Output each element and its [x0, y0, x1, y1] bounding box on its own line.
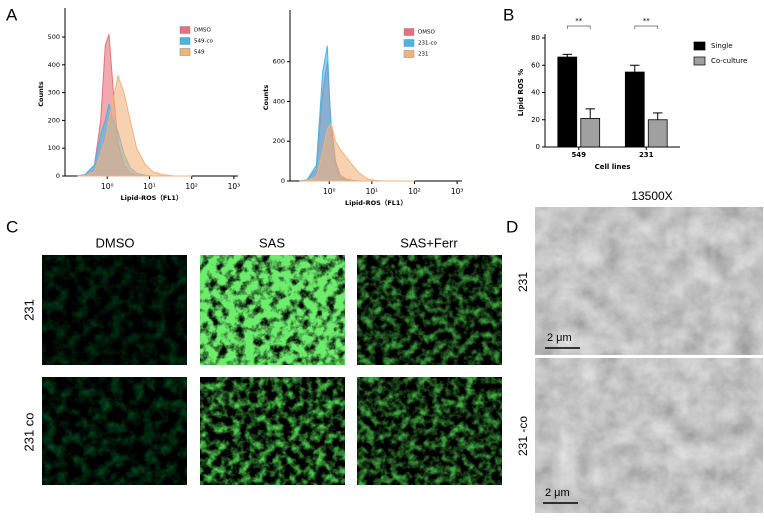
- x-axis-label: Lipid-ROS（FL1）: [345, 199, 407, 207]
- y-tick-label: 0: [536, 143, 540, 151]
- panel-label: B: [503, 5, 514, 24]
- em-image: [535, 358, 763, 513]
- y-tick-label: 600: [273, 58, 285, 66]
- legend-label: DMSO: [194, 28, 211, 34]
- image-texture: [357, 377, 502, 485]
- legend-swatch: [179, 48, 191, 56]
- legend-swatch: [403, 50, 415, 58]
- y-tick-label: 0: [281, 177, 285, 185]
- legend-swatch: [693, 41, 706, 51]
- legend-label: 549: [194, 50, 205, 56]
- y-axis-label: Counts: [262, 85, 270, 111]
- x-tick-label: 10¹: [143, 182, 156, 191]
- significance-bracket: [634, 25, 659, 29]
- column-label: SAS: [259, 235, 285, 250]
- row-label: 231: [516, 272, 530, 292]
- y-axis-label: Counts: [37, 81, 45, 107]
- bar: [647, 119, 668, 148]
- magnification: 13500X: [631, 189, 672, 203]
- legend-label: 231-co: [418, 41, 438, 47]
- y-tick-label: 100: [48, 144, 60, 152]
- x-tick-label: 231: [639, 151, 654, 159]
- legend-label: 549-co: [194, 39, 214, 45]
- significance-bracket: [566, 25, 591, 29]
- x-tick-label: 549: [571, 151, 586, 159]
- legend-swatch: [693, 56, 706, 66]
- row-label: 231 -co: [516, 416, 530, 456]
- y-tick-label: 20: [531, 116, 540, 124]
- column-label: DMSO: [96, 235, 135, 250]
- panel-label: A: [6, 5, 18, 24]
- panel-c: DMSO SAS SAS+Ferr 231 231 co: [21, 235, 502, 485]
- x-tick-label: 10⁰: [323, 187, 336, 196]
- image-texture: [200, 377, 345, 485]
- panel-label: C: [6, 217, 18, 236]
- image-texture: [357, 255, 502, 365]
- legend-label: Single: [711, 42, 733, 50]
- x-tick-label: 10¹: [366, 187, 379, 196]
- em-image: [535, 207, 763, 355]
- bar: [580, 117, 601, 148]
- significance-label: **: [643, 17, 651, 25]
- row-label: 231: [21, 299, 36, 321]
- legend-swatch: [179, 37, 191, 45]
- y-tick-label: 40: [531, 89, 540, 97]
- bar: [624, 71, 645, 148]
- y-tick-label: 200: [48, 116, 60, 124]
- x-axis-label: Lipid-ROS（FL1）: [121, 194, 183, 202]
- y-tick-label: 80: [531, 34, 540, 42]
- legend-label: DMSO: [418, 30, 435, 36]
- legend-label: Co-culture: [711, 57, 747, 65]
- y-tick-label: 400: [48, 61, 60, 69]
- x-tick-label: 10²: [185, 182, 198, 191]
- x-tick-label: 10³: [451, 187, 464, 196]
- y-tick-label: 400: [273, 97, 285, 105]
- x-tick-label: 10³: [228, 182, 241, 191]
- y-tick-label: 300: [48, 89, 60, 97]
- legend-swatch: [403, 39, 415, 47]
- y-tick-label: 60: [531, 61, 540, 69]
- legend-label: 231: [418, 52, 429, 58]
- histogram-area: [299, 122, 415, 182]
- image-texture: [42, 377, 187, 485]
- column-label: SAS+Ferr: [400, 235, 458, 250]
- y-axis-label: Lipid ROS %: [517, 69, 525, 117]
- bar: [557, 56, 578, 148]
- y-tick-label: 500: [48, 33, 60, 41]
- scale-label: 2 μm: [547, 332, 572, 344]
- image-texture: [42, 255, 187, 365]
- x-axis-label: Cell lines: [595, 163, 631, 171]
- y-tick-label: 0: [56, 172, 60, 180]
- histogram-area: [77, 74, 192, 177]
- legend-swatch: [403, 28, 415, 36]
- panel-d: 13500X 231 231 -co 2 μm 2 μm: [516, 189, 763, 513]
- scale-label: 2 μm: [545, 487, 570, 499]
- legend-swatch: [179, 26, 191, 34]
- x-tick-label: 10⁰: [101, 182, 114, 191]
- histogram-area: [299, 45, 415, 182]
- x-tick-label: 10²: [408, 187, 421, 196]
- panel-label: D: [506, 217, 518, 236]
- significance-label: **: [575, 17, 583, 25]
- y-tick-label: 200: [273, 137, 285, 145]
- image-texture: [200, 255, 345, 365]
- row-label: 231 co: [21, 412, 36, 451]
